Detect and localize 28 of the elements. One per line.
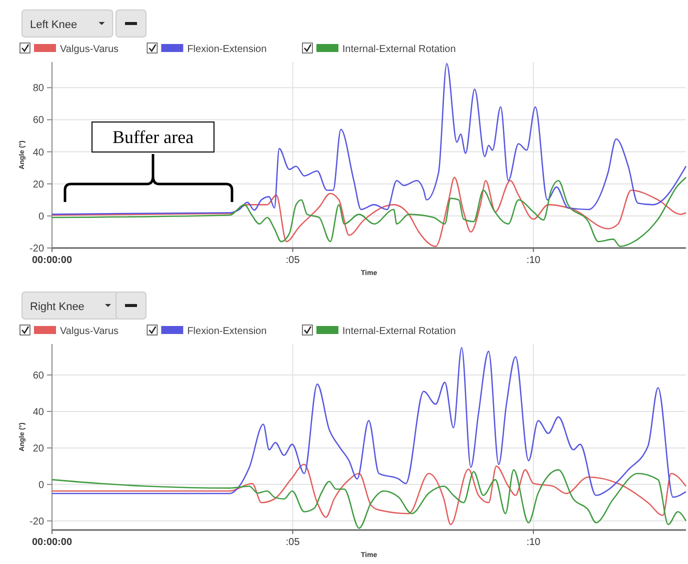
y-tick-label: -20 xyxy=(30,516,44,528)
legend-label: Internal-External Rotation xyxy=(342,44,456,55)
legend-label: Flexion-Extension xyxy=(187,44,267,55)
x-tick-label: :10 xyxy=(526,537,541,548)
x-tick-label: 00:00:00 xyxy=(32,537,72,548)
annotation: Buffer area xyxy=(112,127,194,147)
chart-title: Left Knee xyxy=(30,19,78,31)
y-tick-label: 40 xyxy=(32,406,44,418)
y-tick-label: 60 xyxy=(32,115,44,126)
legend-label: Valgus-Varus xyxy=(60,44,119,55)
y-tick-label: 40 xyxy=(32,147,44,158)
line-series xyxy=(51,62,687,215)
y-tick-label: 0 xyxy=(38,480,44,491)
y-tick-label: 0 xyxy=(38,211,44,222)
legend-label: Valgus-Varus xyxy=(60,326,119,337)
legend-label: Internal-External Rotation xyxy=(342,326,456,337)
y-tick-label: 20 xyxy=(32,443,44,454)
x-tick-label: :05 xyxy=(286,255,300,266)
line-series xyxy=(51,346,687,498)
y-tick-label: 20 xyxy=(32,179,44,190)
legend-label: Flexion-Extension xyxy=(187,326,267,337)
y-tick-label: 80 xyxy=(32,83,44,94)
x-tick-label: :10 xyxy=(526,255,541,266)
y-tick-label: -20 xyxy=(30,244,44,254)
chart-title: Right Knee xyxy=(30,301,84,313)
y-tick-label: 60 xyxy=(32,370,44,382)
x-tick-label: 00:00:00 xyxy=(32,255,72,266)
x-tick-label: :05 xyxy=(286,537,300,548)
